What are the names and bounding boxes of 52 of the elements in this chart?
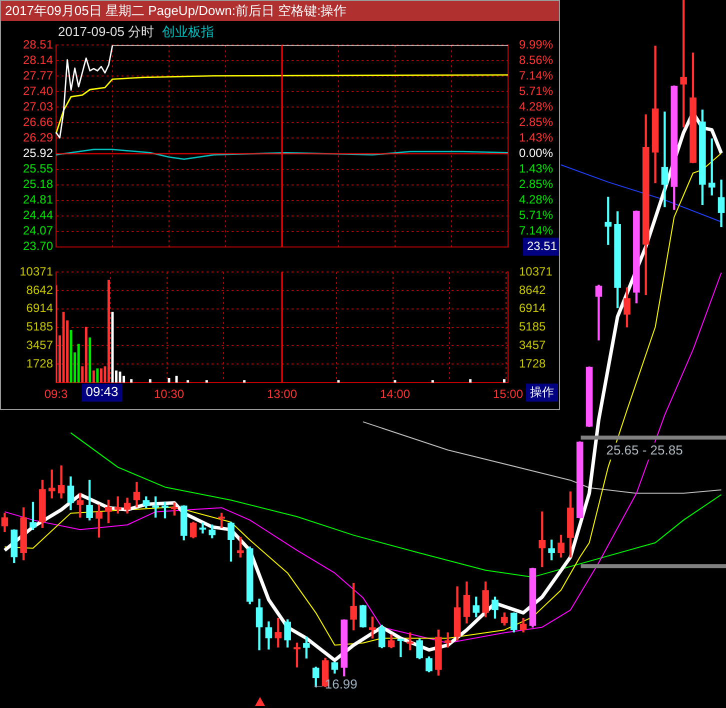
x-tick-label: 10:30 <box>154 387 184 402</box>
x-tick-label: 13:00 <box>266 387 298 402</box>
y2-tick-label: 1.43% <box>519 162 554 176</box>
y2-tick-label: 0.00% <box>519 146 554 160</box>
y-tick-label: 5185 <box>26 320 54 334</box>
y2-tick-label: 3457 <box>519 338 546 352</box>
y2-tick-label: 1728 <box>519 356 546 370</box>
y-tick-label: 25.18 <box>22 177 54 192</box>
y2-tick-label: 2.85% <box>519 115 554 130</box>
annotation: 09:43 <box>86 384 118 400</box>
y-tick-label: 26.66 <box>22 115 54 130</box>
x-tick-label: 14:00 <box>380 387 410 402</box>
y2-tick-label: 5.71% <box>519 208 554 222</box>
x-tick-label: 15:00 <box>492 387 524 402</box>
y-tick-label: 24.44 <box>22 208 54 222</box>
y2-tick-label: 8642 <box>519 282 546 297</box>
annotation: 25.65 - 25.85 <box>606 442 683 458</box>
y-tick-label: 27.03 <box>22 100 54 114</box>
y-tick-label: 25.92 <box>22 146 54 160</box>
y-tick-label: 27.40 <box>22 84 54 98</box>
y2-tick-label: 8.56% <box>519 53 554 68</box>
y2-tick-label: 5185 <box>519 320 546 334</box>
y-tick-label: 27.77 <box>22 68 54 83</box>
y2-tick-label: 7.14% <box>519 224 554 238</box>
chart-title: 2017年09月05日 星期二 PageUp/Down:前后日 空格键:操作 <box>5 2 347 20</box>
y2-tick-label: 10371 <box>519 264 553 278</box>
annotation: 23.51 <box>526 239 558 254</box>
y-tick-label: 24.81 <box>22 192 54 207</box>
y-tick-label: 10371 <box>20 264 54 278</box>
y-tick-label: 28.14 <box>22 53 54 68</box>
x-tick-label: 09:3 <box>44 387 68 402</box>
annotation: 操作 <box>530 384 554 399</box>
y2-tick-label: 6914 <box>519 301 546 316</box>
annotation: ←16.99 <box>312 676 358 692</box>
y-tick-label: 1728 <box>26 356 54 370</box>
text: 创业板指 <box>162 24 214 39</box>
y2-tick-label: 2.85% <box>519 177 554 192</box>
y-tick-label: 26.29 <box>22 130 54 145</box>
y-tick-label: 3457 <box>26 338 54 352</box>
y2-tick-label: 5.71% <box>519 84 554 98</box>
chart-subtitle: 2017-09-05 分时 <box>58 24 154 39</box>
y2-tick-label: 1.43% <box>519 130 554 145</box>
y2-tick-label: 9.99% <box>519 38 554 52</box>
y-tick-label: 23.70 <box>22 239 54 254</box>
y-tick-label: 6914 <box>26 301 54 316</box>
y-tick-label: 25.55 <box>22 162 54 176</box>
y2-tick-label: 7.14% <box>519 68 554 82</box>
y2-tick-label: 4.28% <box>519 192 554 207</box>
y2-tick-label: 4.28% <box>519 100 554 114</box>
y-tick-label: 28.51 <box>22 38 54 52</box>
y-tick-label: 24.07 <box>22 224 54 238</box>
y-tick-label: 8642 <box>26 282 54 297</box>
